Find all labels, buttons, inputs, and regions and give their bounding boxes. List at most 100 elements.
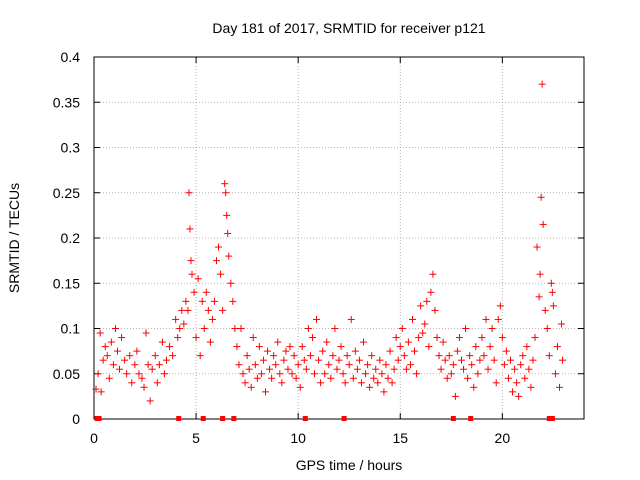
data-point: [507, 356, 514, 364]
x-tick-label: 20: [495, 430, 511, 446]
data-point: [264, 347, 272, 355]
data-point: [144, 361, 152, 369]
data-point: [535, 293, 543, 301]
data-point: [447, 370, 455, 378]
data-point: [224, 229, 232, 237]
data-point: [140, 383, 148, 391]
data-point: [133, 347, 141, 355]
data-point: [382, 361, 390, 369]
data-point: [349, 374, 357, 382]
y-tick-label: 0.1: [61, 321, 81, 337]
data-point: [180, 320, 188, 328]
data-point: [513, 379, 521, 387]
data-point: [278, 379, 286, 387]
data-point: [504, 374, 512, 382]
data-point: [460, 365, 468, 373]
y-tick-label: 0.15: [53, 275, 80, 291]
data-point: [105, 374, 113, 382]
data-point: [357, 379, 365, 387]
data-point: [266, 365, 274, 373]
data-point: [169, 352, 177, 360]
data-point: [527, 383, 535, 391]
data-point: [558, 320, 566, 328]
data-point: [92, 385, 100, 393]
data-point: [406, 361, 414, 369]
data-point: [462, 325, 470, 332]
data-point: [464, 374, 472, 382]
data-point: [151, 352, 159, 360]
data-point: [337, 343, 345, 351]
data-point: [536, 270, 544, 278]
data-point: [545, 352, 553, 360]
data-point: [313, 315, 321, 323]
data-point: [431, 306, 439, 314]
data-point: [153, 379, 161, 387]
data-point: [548, 288, 556, 296]
data-point: [327, 374, 335, 382]
data-point: [331, 325, 339, 332]
data-point: [292, 374, 300, 382]
data-point: [280, 356, 288, 364]
data-point: [325, 361, 333, 369]
data-point: [185, 189, 193, 197]
data-point: [333, 365, 341, 373]
data-point: [182, 297, 190, 305]
data-point: [559, 356, 567, 364]
data-point: [398, 325, 406, 332]
data-point: [537, 193, 545, 201]
data-point: [494, 315, 502, 323]
data-point: [306, 352, 314, 360]
data-point: [413, 370, 421, 378]
data-point: [517, 361, 525, 369]
baseline-marker: [96, 416, 102, 421]
data-point: [380, 388, 388, 396]
data-point: [255, 343, 263, 351]
baseline-marker: [220, 416, 226, 421]
data-point: [158, 338, 166, 346]
data-point: [486, 343, 494, 351]
data-point: [296, 383, 304, 391]
data-point: [219, 306, 227, 314]
data-point: [270, 352, 278, 360]
data-point: [482, 315, 490, 323]
data-point: [360, 338, 367, 346]
data-point: [118, 334, 126, 342]
data-point: [321, 370, 329, 378]
data-point: [188, 270, 196, 278]
data-point: [142, 329, 150, 337]
data-point: [235, 361, 243, 369]
data-point: [415, 334, 423, 342]
data-point: [368, 352, 376, 360]
data-point: [492, 379, 500, 387]
data-point: [138, 374, 146, 382]
data-point: [323, 338, 331, 346]
data-point: [210, 297, 218, 305]
data-point: [394, 356, 402, 364]
data-point: [192, 334, 200, 342]
data-point: [111, 325, 119, 332]
data-point: [519, 352, 527, 360]
data-point: [233, 343, 241, 351]
data-point: [425, 343, 433, 351]
data-point: [335, 356, 343, 364]
data-point: [476, 356, 484, 364]
data-point: [247, 383, 255, 391]
y-tick-label: 0.25: [53, 185, 80, 201]
data-point: [276, 370, 284, 378]
data-point: [496, 302, 504, 310]
data-point: [304, 325, 312, 332]
baseline-marker: [549, 416, 555, 421]
data-point: [556, 383, 563, 391]
axis-ticks: 0 0.05 0.1 0.15 0.2 0.25 0.3 0.35 0.4 0 5 10 15 20: [53, 49, 584, 446]
data-point: [284, 365, 292, 373]
data-point: [311, 370, 318, 378]
data-point: [231, 325, 239, 332]
data-point: [543, 325, 551, 332]
grid: [94, 57, 584, 419]
data-point: [194, 275, 202, 283]
data-point: [531, 334, 539, 342]
data-point: [239, 370, 247, 378]
data-point: [186, 225, 194, 233]
data-point: [121, 356, 129, 364]
data-points: [92, 80, 567, 405]
